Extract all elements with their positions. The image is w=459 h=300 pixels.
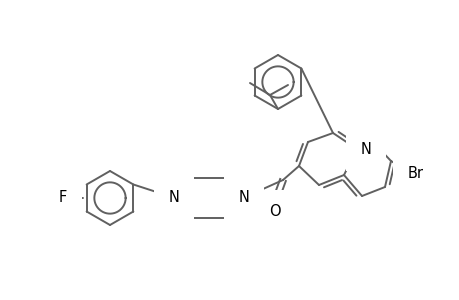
- Text: F: F: [59, 190, 67, 206]
- Text: N: N: [238, 190, 249, 206]
- Text: N: N: [360, 142, 370, 157]
- Text: Br: Br: [407, 166, 423, 181]
- Text: O: O: [269, 205, 280, 220]
- Text: N: N: [168, 190, 179, 206]
